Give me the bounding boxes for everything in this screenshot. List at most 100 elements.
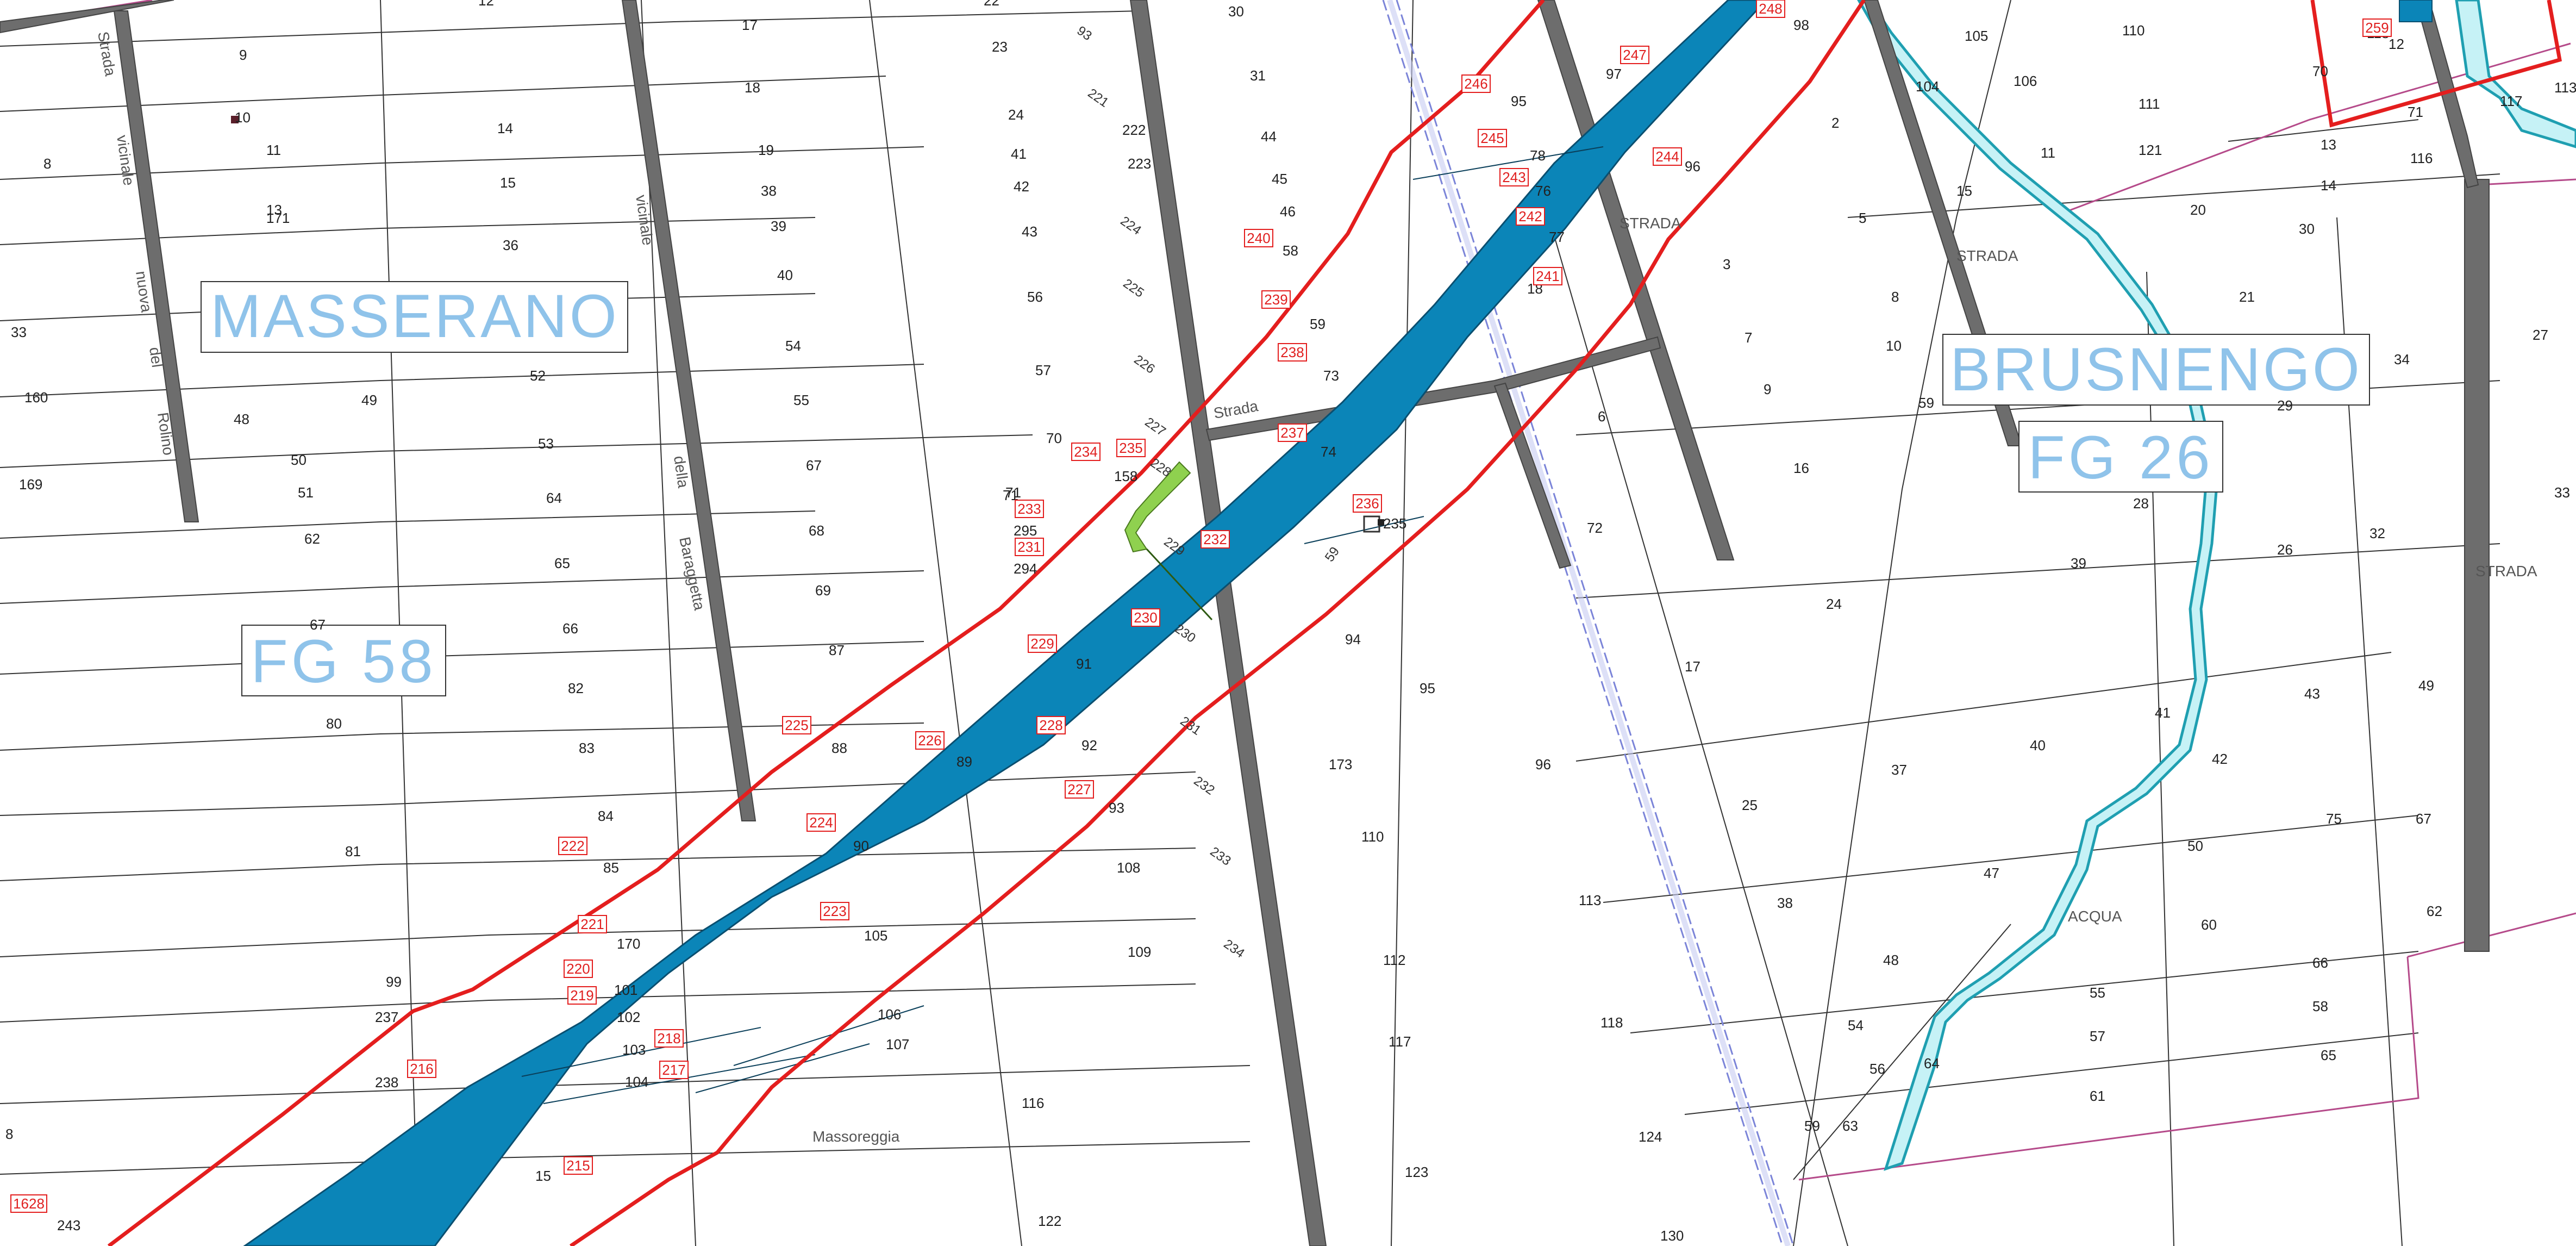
parcel-number: 169 bbox=[19, 476, 42, 493]
parcel-number: 110 bbox=[2122, 22, 2144, 39]
parcel-number: 43 bbox=[2304, 686, 2320, 702]
parcel-number: 13 bbox=[266, 202, 282, 218]
parcel-number: 233 bbox=[1208, 844, 1234, 869]
svg-text:259: 259 bbox=[2365, 20, 2389, 36]
callout: 238 bbox=[1278, 343, 1307, 362]
parcel-number: 27 bbox=[2533, 327, 2548, 343]
svg-text:219: 219 bbox=[570, 987, 593, 1004]
parcel-number: 117 bbox=[1389, 1033, 1411, 1050]
parcel-number: 21 bbox=[2239, 289, 2255, 305]
parcel-number: 171 bbox=[266, 210, 290, 226]
callout: 243 bbox=[1499, 168, 1529, 186]
parcel-number: 14 bbox=[497, 120, 513, 136]
callout: 240 bbox=[1244, 229, 1273, 247]
parcel-number: 54 bbox=[785, 338, 801, 354]
parcel-number: 23 bbox=[992, 39, 1008, 55]
parcel-number: 78 bbox=[1530, 147, 1546, 164]
parcel-number: 46 bbox=[1280, 203, 1296, 220]
svg-text:MASSERANO: MASSERANO bbox=[210, 282, 619, 350]
parcel-number: 59 bbox=[1804, 1118, 1820, 1134]
svg-text:STRADA: STRADA bbox=[1620, 215, 1681, 232]
parcel-number: 15 bbox=[500, 175, 516, 191]
parcel-number: 105 bbox=[1965, 28, 1988, 44]
callout: 242 bbox=[1516, 207, 1545, 226]
parcel-number: 61 bbox=[2090, 1088, 2105, 1104]
svg-text:ACQUA: ACQUA bbox=[2068, 908, 2122, 925]
parcel-number: 22 bbox=[984, 0, 999, 9]
parcel-number: 37 bbox=[1891, 762, 1907, 778]
parcel-number: 24 bbox=[1008, 107, 1024, 123]
road-spur-vertical bbox=[1493, 382, 1572, 569]
parcel-number: 60 bbox=[2201, 917, 2217, 933]
parcel-number: 93 bbox=[1074, 23, 1095, 43]
svg-text:236: 236 bbox=[1355, 495, 1379, 512]
svg-text:222: 222 bbox=[561, 838, 584, 854]
parcel-number: 77 bbox=[1549, 229, 1565, 245]
parcel-number: 109 bbox=[1128, 944, 1151, 960]
parcel-number: 49 bbox=[2418, 677, 2434, 694]
svg-text:Strada: Strada bbox=[1212, 397, 1260, 422]
sheet-label-fg26: FG 26 bbox=[2018, 421, 2223, 493]
parcel-number: 295 bbox=[1014, 522, 1037, 539]
parcel-number: 58 bbox=[1283, 242, 1298, 259]
parcel-number: 65 bbox=[2321, 1047, 2336, 1063]
svg-text:229: 229 bbox=[1030, 636, 1054, 652]
parcel-number: 123 bbox=[1405, 1164, 1428, 1180]
callout: 234 bbox=[1071, 443, 1101, 461]
svg-text:227: 227 bbox=[1067, 781, 1091, 798]
parcel-number: 38 bbox=[761, 183, 777, 199]
parcel-number: 17 bbox=[1685, 658, 1700, 675]
parcel-number: 59 bbox=[1310, 316, 1325, 332]
svg-text:241: 241 bbox=[1536, 268, 1559, 284]
svg-text:1628: 1628 bbox=[13, 1195, 45, 1212]
callout: 239 bbox=[1261, 290, 1291, 309]
parcel-number: 33 bbox=[11, 324, 27, 340]
parcel-number: 43 bbox=[1022, 223, 1037, 240]
parcel-number: 28 bbox=[2133, 495, 2149, 512]
parcel-number: 160 bbox=[24, 389, 48, 406]
parcel-number: 117 bbox=[2500, 93, 2522, 109]
road-names: Strada vicinale nuova del Rolino vicinal… bbox=[95, 30, 2537, 1145]
callout: 218 bbox=[654, 1029, 684, 1048]
parcel-number: 55 bbox=[2090, 985, 2105, 1001]
svg-text:FG 26: FG 26 bbox=[2028, 423, 2213, 491]
callout: 247 bbox=[1620, 46, 1649, 64]
svg-text:218: 218 bbox=[657, 1030, 680, 1046]
parcel-number: 82 bbox=[568, 680, 584, 696]
svg-text:225: 225 bbox=[785, 717, 808, 733]
svg-text:BRUSNENGO: BRUSNENGO bbox=[1950, 335, 2362, 403]
parcel-number: 80 bbox=[326, 715, 342, 732]
parcel-number: 29 bbox=[2277, 397, 2293, 414]
parcel-number: 105 bbox=[864, 927, 887, 944]
svg-text:248: 248 bbox=[1759, 1, 1782, 17]
callout: 219 bbox=[567, 986, 597, 1005]
parcel-number: 54 bbox=[1848, 1017, 1864, 1033]
parcel-number: 53 bbox=[538, 435, 554, 452]
callout: 231 bbox=[1015, 538, 1044, 556]
parcel-number: 59 bbox=[1918, 395, 1934, 411]
parcel-number: 6 bbox=[1598, 408, 1605, 425]
parcel-number: 107 bbox=[886, 1036, 909, 1052]
svg-text:247: 247 bbox=[1623, 47, 1646, 63]
parcel-number: 36 bbox=[503, 237, 518, 253]
svg-text:233: 233 bbox=[1017, 501, 1041, 517]
parcel-number: 19 bbox=[758, 142, 774, 158]
parcel-number: 49 bbox=[361, 392, 377, 408]
svg-text:del: del bbox=[146, 346, 166, 369]
parcel-number: 8 bbox=[1891, 289, 1899, 305]
parcel-number: 56 bbox=[1027, 289, 1043, 305]
callout: 226 bbox=[915, 731, 945, 750]
parcel-numbers-left: 9 10 8 11 171 13 12 14 15 36 17 18 19 38… bbox=[5, 0, 1151, 1233]
svg-text:FG 58: FG 58 bbox=[251, 627, 436, 695]
callout: 235 bbox=[1116, 439, 1146, 457]
parcel-number: 221 bbox=[1085, 86, 1111, 110]
parcel-number: 94 bbox=[1345, 631, 1361, 647]
svg-text:234: 234 bbox=[1074, 444, 1097, 460]
svg-text:245: 245 bbox=[1480, 130, 1504, 146]
callout: 248 bbox=[1756, 0, 1785, 18]
callout: 222 bbox=[558, 837, 587, 855]
callout: 216 bbox=[407, 1060, 436, 1078]
parcel-number: 99 bbox=[386, 974, 402, 990]
parcel-number: 20 bbox=[2190, 202, 2206, 218]
